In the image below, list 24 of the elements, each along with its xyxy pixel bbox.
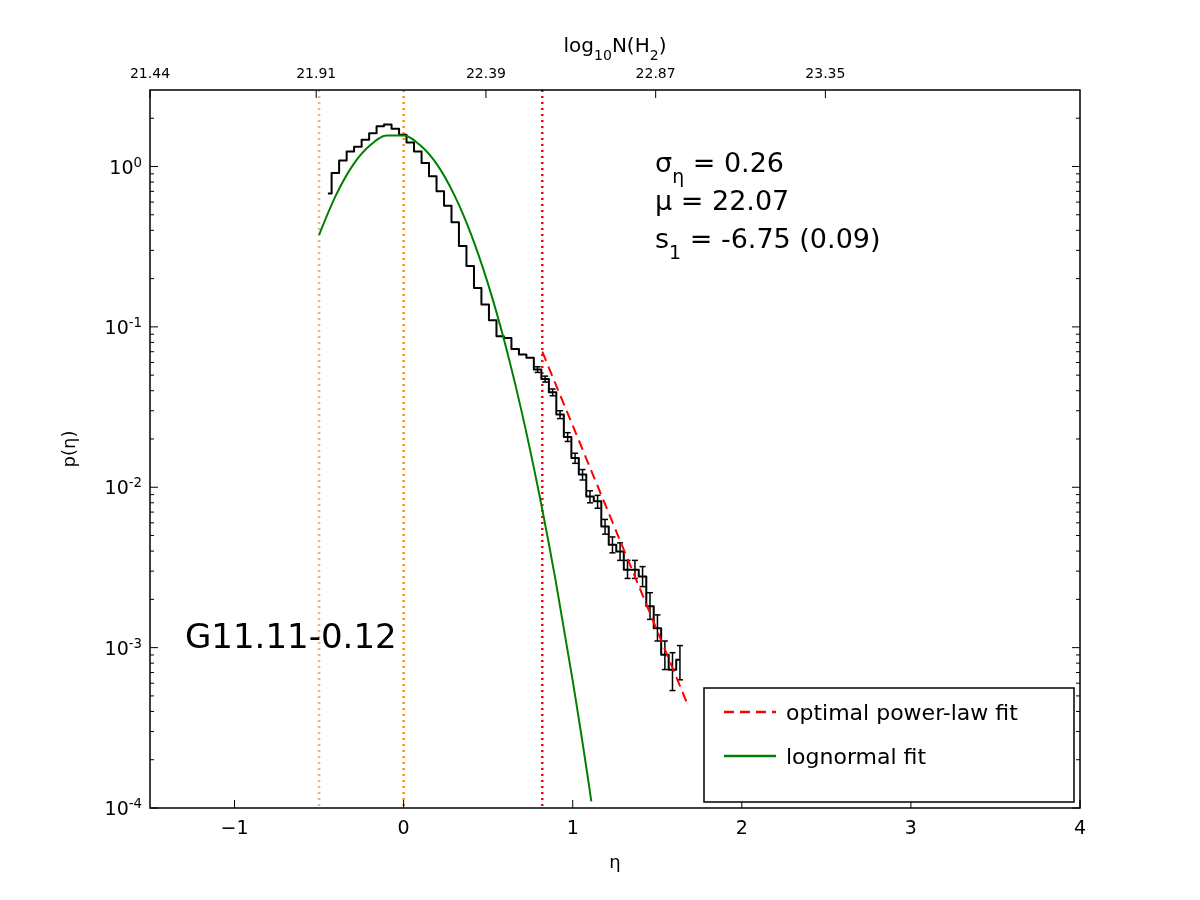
annotation: σ$_{η}$ = 0.26 [655,147,785,187]
x-tick-label: 1 [566,816,579,838]
x-tick-label: 3 [904,816,917,838]
y-axis-title: p(η) [58,430,79,468]
x-tick-label: 0 [397,816,410,838]
annotation: s$_{1}$ = -6.75 (0.09) [655,223,881,263]
x2-tick-label: 21.44 [129,65,171,81]
x2-tick-label: 22.87 [635,65,676,81]
x-tick-label: 4 [1073,816,1087,838]
x2-tick-label: 23.35 [805,65,846,81]
x2-axis-title: log$_{10}$N(H$_{2}$) [563,33,667,63]
annotation: G11.11-0.12 [185,616,397,656]
x2-tick-label: 22.39 [465,65,506,81]
y-tick-label: 10$^{-3}$ [104,635,142,659]
x-axis-title: η [609,851,621,872]
x2-tick-label: 21.91 [296,65,337,81]
x-tick-label: −1 [220,816,249,838]
y-tick-label: 10$^{0}$ [109,154,142,178]
legend-label: lognormal fit [786,744,927,769]
y-tick-label: 10$^{-2}$ [104,474,142,499]
legend-label: optimal power-law fit [786,700,1019,725]
x-tick-label: 2 [735,816,748,838]
y-tick-label: 10$^{-1}$ [104,314,142,338]
y-tick-label: 10$^{-4}$ [104,795,142,819]
